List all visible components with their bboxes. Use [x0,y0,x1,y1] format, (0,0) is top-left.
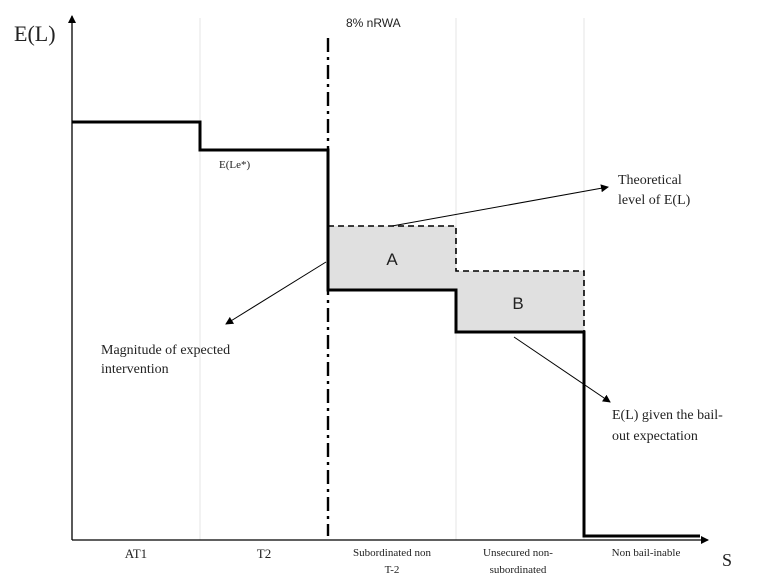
category-label-subordinated: Subordinated non [353,547,431,559]
bailout-arrow [513,336,611,403]
y-axis-label: E(L) [14,21,56,46]
region-b-label: B [512,294,523,313]
region-a-label: A [386,250,398,269]
bailout-label-line1: E(L) given the bail- [612,408,723,423]
category-label-unsecured: Unsecured non- [483,547,553,559]
region-b-shade [456,271,584,332]
magnitude-label-line2: intervention [101,362,169,377]
theoretical-level-line [328,225,585,332]
bailout-label-line2: out expectation [612,429,698,444]
theoretical-label-line2: level of E(L) [618,193,691,208]
threshold-label: 8% nRWA [346,16,401,30]
magnitude-arrow [225,261,327,325]
theoretical-label-line1: Theoretical [618,173,682,188]
theoretical-arrow [391,184,609,227]
category-label-unsecured-line2: subordinated [490,564,547,576]
e-le-star-label: E(Le*) [219,159,250,171]
category-label-non-bail-inable: Non bail-inable [612,547,681,559]
region-a-shade [328,226,456,290]
category-label-subordinated-line2: T-2 [385,564,400,576]
category-label-t2: T2 [257,546,271,561]
magnitude-label-line1: Magnitude of expected [101,343,230,358]
expected-loss-step-line [72,120,700,538]
category-label-at1: AT1 [125,546,147,561]
x-axis-label: S [722,550,732,570]
